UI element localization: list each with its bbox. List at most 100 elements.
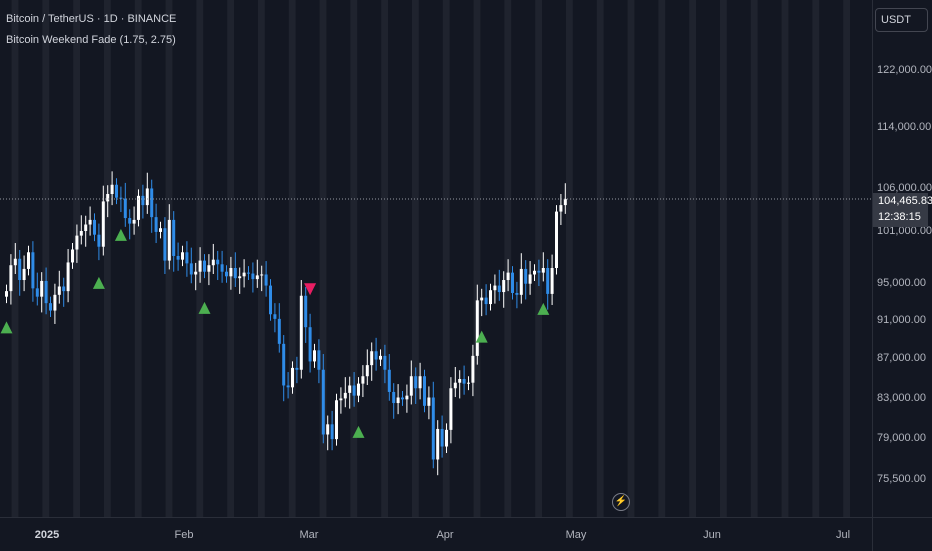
buy-signal-arrow [198, 301, 211, 314]
candle [238, 267, 242, 294]
candle [502, 271, 506, 308]
candle [27, 245, 30, 276]
candle [110, 171, 114, 206]
candle [106, 185, 110, 218]
candle [150, 179, 154, 233]
chart-pane[interactable]: Bitcoin / TetherUS · 1D · BINANCE Bitcoi… [0, 0, 872, 517]
candle [445, 423, 448, 453]
candle [71, 243, 74, 269]
candle [537, 259, 541, 287]
candle [409, 360, 413, 405]
price-tick: 91,000.00 [877, 314, 926, 326]
time-tick: Feb [174, 529, 194, 541]
symbol-legend[interactable]: Bitcoin / TetherUS · 1D · BINANCE [6, 13, 177, 25]
candle [423, 369, 426, 413]
time-tick: Jun [703, 529, 721, 541]
candle [194, 262, 198, 291]
price-tick: 101,000.00 [877, 225, 932, 237]
candle [387, 354, 391, 401]
weekend-band [104, 0, 111, 517]
candle [97, 223, 101, 261]
candle [515, 281, 519, 309]
candle [66, 249, 70, 303]
current-price-value: 104,465.83 [878, 195, 932, 207]
signal-markers [0, 228, 550, 438]
weekend-band [535, 0, 542, 517]
candle [326, 415, 330, 451]
candle [216, 250, 220, 281]
time-tick: 2025 [34, 529, 60, 541]
candle [273, 303, 277, 333]
candle [308, 313, 312, 373]
candle [185, 241, 189, 277]
time-axis[interactable] [0, 517, 872, 551]
candle [493, 274, 497, 304]
candle [198, 247, 202, 283]
candle [348, 376, 352, 409]
candle [528, 261, 532, 295]
price-tick: 75,500.00 [877, 473, 926, 485]
candle [291, 361, 294, 394]
candle [436, 420, 440, 476]
candle [62, 277, 66, 307]
candle [233, 252, 237, 287]
candle [541, 252, 545, 282]
weekend-band [412, 0, 419, 517]
weekend-band [566, 0, 573, 517]
weekend-band [720, 0, 727, 517]
candle [137, 189, 140, 227]
candle [172, 211, 176, 272]
candle [57, 270, 61, 304]
candle [242, 259, 246, 288]
candle [75, 224, 79, 263]
candle [255, 259, 259, 288]
weekend-band [319, 0, 327, 517]
candle [154, 203, 158, 244]
lightning-icon[interactable]: ⚡ [612, 493, 630, 511]
candle [480, 288, 484, 317]
candle [269, 279, 272, 321]
weekend-band [473, 0, 481, 517]
candlestick-chart[interactable] [0, 0, 872, 517]
candle [299, 280, 303, 379]
candle [304, 286, 308, 343]
candle [295, 356, 299, 384]
candle [101, 185, 105, 256]
candle [414, 367, 418, 404]
candle [519, 253, 523, 304]
price-axis[interactable] [872, 0, 932, 517]
candle [467, 376, 470, 391]
time-tick: Apr [436, 529, 454, 541]
candle [563, 183, 567, 214]
weekend-band [750, 0, 758, 517]
candle [559, 194, 563, 225]
buy-signal-arrow [92, 276, 105, 289]
candle [321, 354, 325, 444]
candle [207, 254, 211, 286]
candle [123, 182, 127, 227]
buy-signal-arrow [537, 302, 550, 315]
buy-signal-arrow [475, 330, 488, 343]
candle [497, 269, 501, 301]
candle [361, 365, 365, 398]
candle [533, 264, 536, 281]
candle [396, 384, 400, 415]
candle [440, 415, 444, 458]
candle [79, 215, 83, 245]
time-tick: Jul [835, 529, 851, 541]
weekend-band [381, 0, 388, 517]
candle [352, 372, 356, 407]
indicator-legend[interactable]: Bitcoin Weekend Fade (1.75, 2.75) [6, 34, 176, 46]
time-tick: May [565, 529, 587, 541]
weekend-band [442, 0, 450, 517]
candle [484, 284, 488, 316]
weekend-band [812, 0, 820, 517]
candle [128, 209, 132, 240]
candle [247, 266, 250, 281]
candle [383, 344, 387, 384]
time-tick: Mar [299, 529, 319, 541]
candle [84, 215, 88, 247]
currency-button[interactable]: USDT [875, 8, 928, 32]
candle [203, 254, 206, 279]
weekend-band [627, 0, 635, 517]
